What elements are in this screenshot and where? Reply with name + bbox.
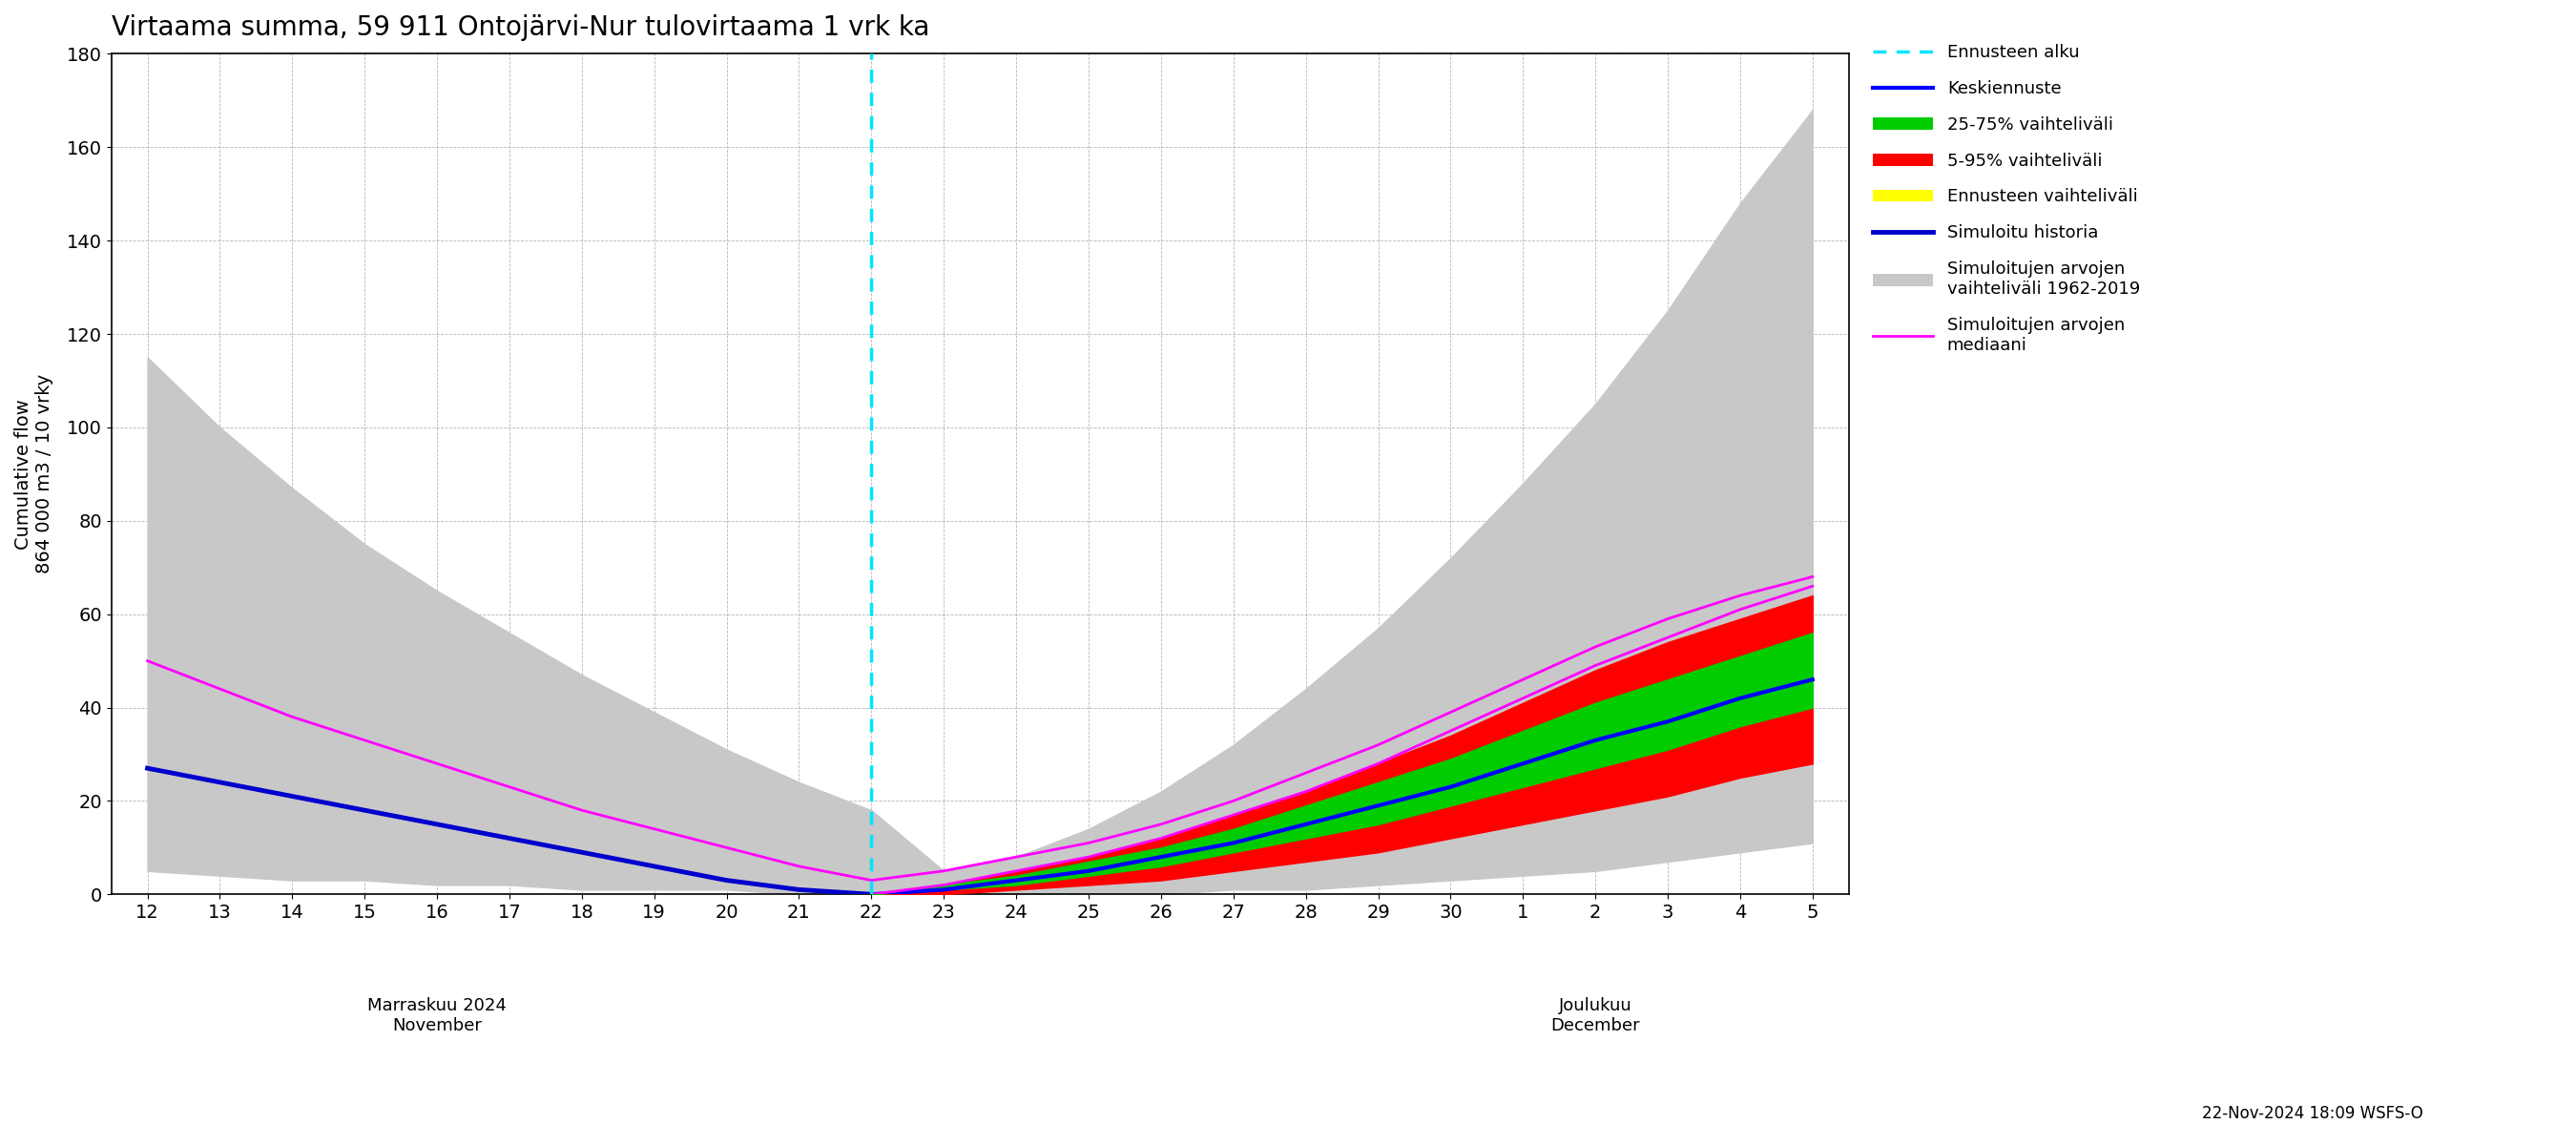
Legend: Ennusteen alku, Keskiennuste, 25-75% vaihteliväli, 5-95% vaihteliväli, Ennusteen: Ennusteen alku, Keskiennuste, 25-75% vai… [1865, 37, 2146, 361]
Text: Marraskuu 2024
November: Marraskuu 2024 November [368, 997, 507, 1034]
Text: Joulukuu
December: Joulukuu December [1551, 997, 1641, 1034]
Text: 22-Nov-2024 18:09 WSFS-O: 22-Nov-2024 18:09 WSFS-O [2202, 1105, 2424, 1122]
Y-axis label: Cumulative flow
864 000 m3 / 10 vrky: Cumulative flow 864 000 m3 / 10 vrky [15, 374, 54, 574]
Text: Virtaama summa, 59 911 Ontojärvi-Nur tulovirtaama 1 vrk ka: Virtaama summa, 59 911 Ontojärvi-Nur tul… [111, 14, 930, 41]
